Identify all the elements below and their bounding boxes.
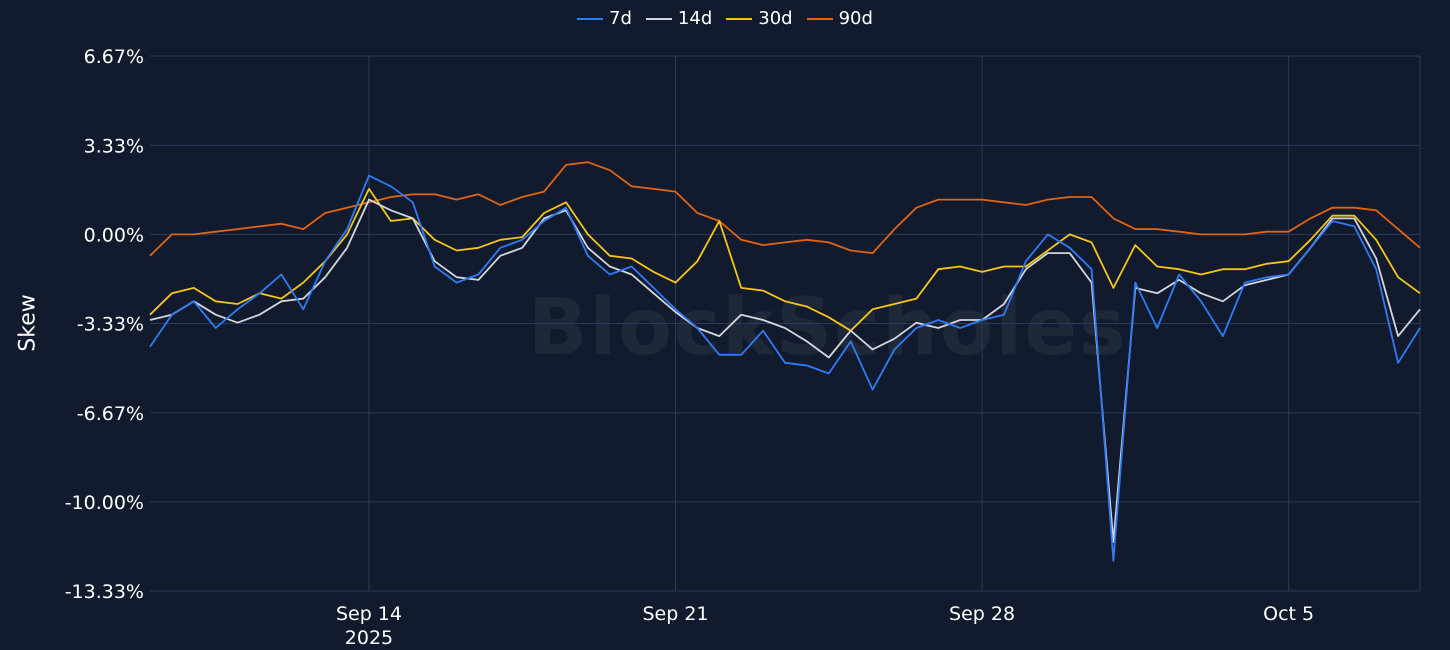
legend-swatch-7d [577,17,604,20]
y-tick-label: -3.33% [77,314,144,336]
legend-item-30d[interactable]: 30d [726,8,793,29]
legend-item-14d[interactable]: 14d [645,8,713,29]
series-line-7d [149,174,1421,562]
y-tick-label: -13.33% [65,581,144,603]
legend-label-30d: 30d [758,8,793,29]
y-tick-label: 0.00% [84,224,144,246]
watermark-logo: BlockScholes [528,283,1128,373]
legend: 7d 14d 30d 90d [0,8,1450,29]
y-tick-label: 3.33% [84,135,144,157]
x-tick-sublabel: 2025 [345,627,393,649]
x-tick-label: Sep 28 [949,603,1015,625]
legend-item-7d[interactable]: 7d [577,8,632,29]
y-tick-label: 6.67% [84,46,144,68]
legend-label-7d: 7d [609,8,632,29]
legend-item-90d[interactable]: 90d [806,8,873,29]
legend-label-90d: 90d [838,8,873,29]
legend-swatch-90d [806,17,833,20]
legend-swatch-30d [726,17,753,20]
legend-label-14d: 14d [677,8,713,29]
x-tick-label: Sep 21 [643,603,709,625]
series-line-14d [149,198,1421,543]
x-tick-label: Sep 14 [336,603,402,625]
y-tick-label: -10.00% [65,492,144,514]
y-tick-label: -6.67% [77,403,144,425]
legend-swatch-14d [645,17,672,20]
x-tick-label: Oct 5 [1263,603,1314,625]
series-line-30d [149,187,1421,332]
